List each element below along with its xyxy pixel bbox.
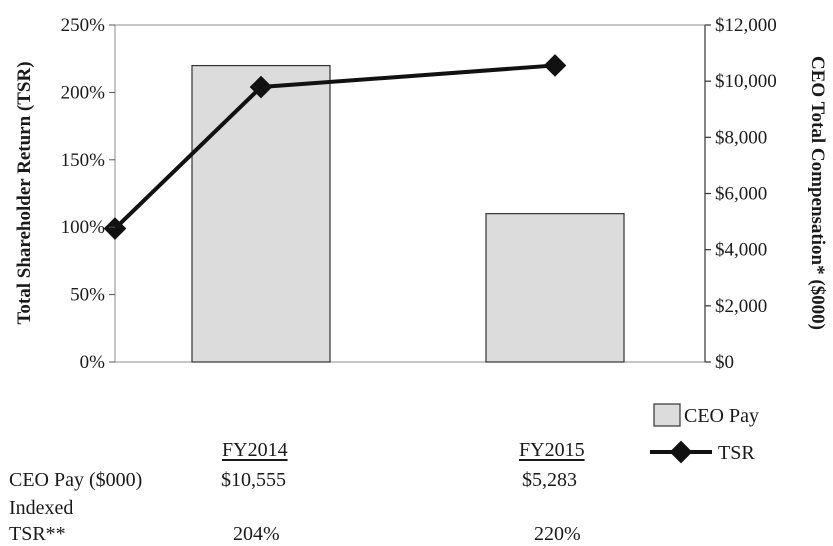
- right-tick-label: $2,000: [715, 296, 767, 317]
- table-header-fy2014: FY2014: [222, 439, 288, 461]
- table-row-label-indexed: Indexed: [9, 497, 74, 519]
- legend-swatch-ceo-pay: [653, 403, 681, 427]
- left-tick-label: 100%: [61, 217, 106, 238]
- legend-swatch-tsr-marker: [669, 440, 693, 464]
- right-tick-label: $4,000: [715, 240, 767, 261]
- left-axis-title: Total Shareholder Return (TSR): [14, 61, 35, 324]
- table-row-label-tsr: TSR**: [9, 523, 66, 545]
- table-cell-ceo-pay-fy2015: $5,283: [522, 469, 577, 491]
- table-cell-tsr-fy2014: 204%: [233, 523, 280, 545]
- right-tick-label: $10,000: [715, 71, 777, 92]
- left-tick-label: 250%: [61, 15, 106, 36]
- legend: CEO Pay TSR: [650, 403, 759, 464]
- left-tick-label: 50%: [70, 285, 105, 306]
- tsr-line: [113, 63, 556, 230]
- tsr-point-fy2014: [249, 75, 273, 99]
- right-tick-label: $12,000: [715, 15, 777, 36]
- right-axis-title: CEO Total Compensation* ($000): [807, 56, 828, 330]
- legend-label-tsr: TSR: [718, 442, 755, 464]
- left-tick-label: 150%: [61, 150, 106, 171]
- legend-label-ceo-pay: CEO Pay: [684, 405, 759, 427]
- right-tick-label: $0: [715, 352, 734, 373]
- bar-ceo-pay-fy2014: [191, 64, 331, 363]
- tsr-point-fy2013: [103, 217, 127, 240]
- bar-ceo-pay-fy2015: [485, 213, 625, 363]
- right-tick-label: $8,000: [715, 127, 767, 148]
- left-tick-label: 0%: [80, 352, 106, 373]
- right-tick-label: $6,000: [715, 184, 767, 205]
- table-cell-tsr-fy2015: 220%: [534, 523, 581, 545]
- table-row-label-ceo-pay: CEO Pay ($000): [9, 469, 143, 491]
- left-tick-label: 200%: [61, 82, 106, 103]
- table-header-fy2015: FY2015: [519, 439, 585, 461]
- tsr-point-fy2015: [543, 54, 567, 77]
- table-cell-ceo-pay-fy2014: $10,555: [221, 469, 286, 491]
